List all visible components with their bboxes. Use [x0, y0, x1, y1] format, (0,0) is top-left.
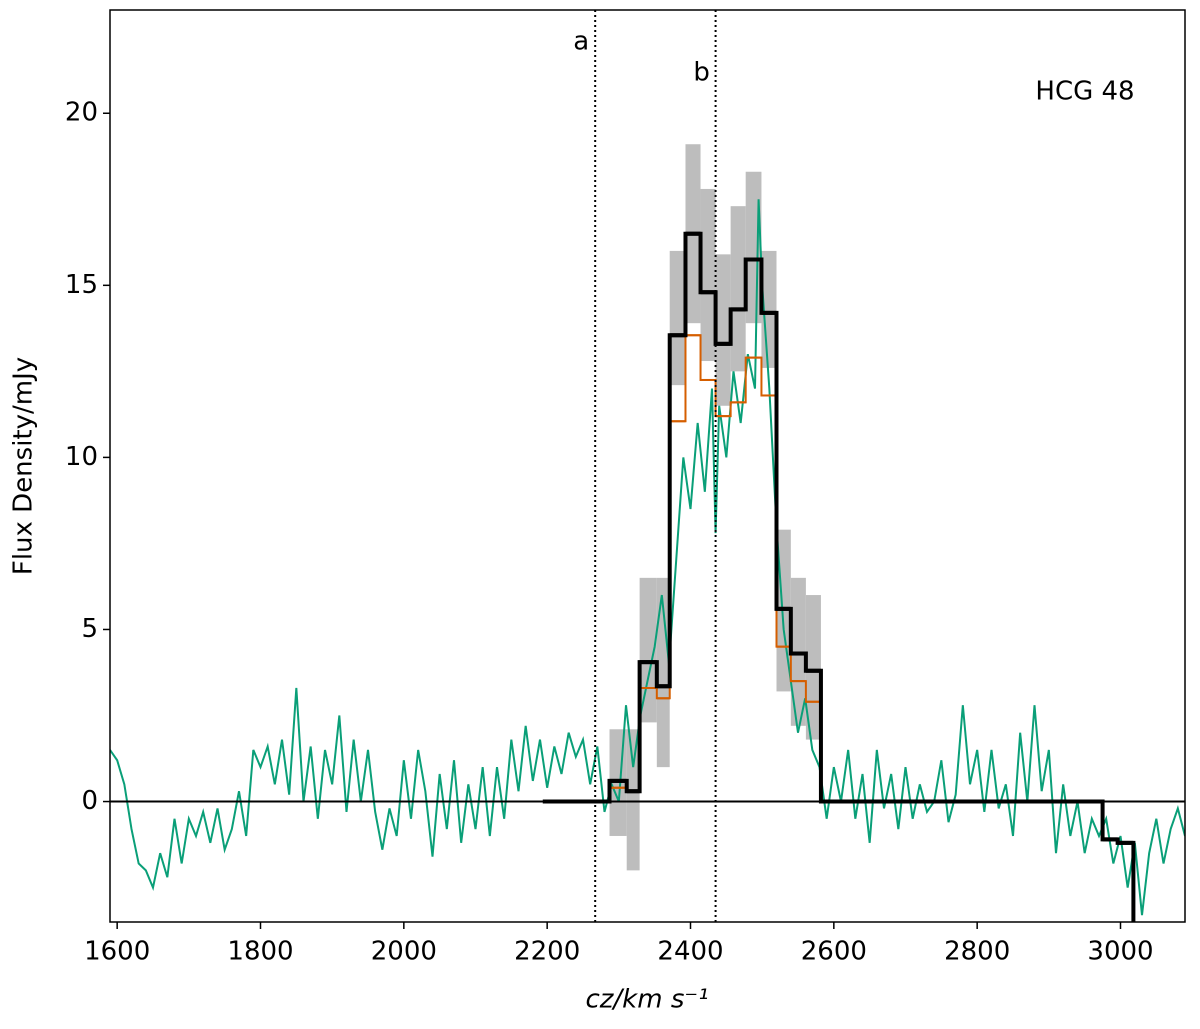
marker-label: b	[693, 58, 710, 88]
x-tick-label: 3000	[1087, 937, 1153, 967]
x-tick-label: 2400	[657, 937, 723, 967]
error-band	[805, 595, 821, 740]
plot-area	[110, 144, 1185, 922]
x-tick-label: 2800	[944, 937, 1010, 967]
error-band	[715, 254, 731, 406]
y-tick-label: 10	[65, 442, 98, 472]
y-axis-label: Flux Density/mJy	[9, 357, 39, 575]
y-tick-label: 5	[81, 614, 98, 644]
spectrum-line	[110, 199, 1185, 916]
error-band	[626, 729, 640, 871]
error-band	[669, 250, 686, 386]
y-tick-label: 0	[81, 786, 98, 816]
x-tick-label: 1800	[227, 937, 293, 967]
x-axis-label: cz/km s⁻¹	[585, 985, 708, 1015]
axes-frame	[109, 9, 1186, 923]
error-band	[745, 171, 762, 324]
y-tick-label: 20	[65, 98, 98, 128]
error-band	[656, 577, 670, 768]
x-tick-label: 1600	[84, 937, 150, 967]
x-tick-label: 2200	[514, 937, 580, 967]
annotation: HCG 48	[1035, 77, 1134, 107]
x-tick-label: 2600	[801, 937, 867, 967]
error-band	[730, 206, 746, 372]
x-tick-label: 2000	[371, 937, 437, 967]
marker-label: a	[573, 27, 589, 57]
error-band	[700, 188, 716, 362]
y-tick-label: 15	[65, 270, 98, 300]
error-band	[639, 577, 657, 723]
